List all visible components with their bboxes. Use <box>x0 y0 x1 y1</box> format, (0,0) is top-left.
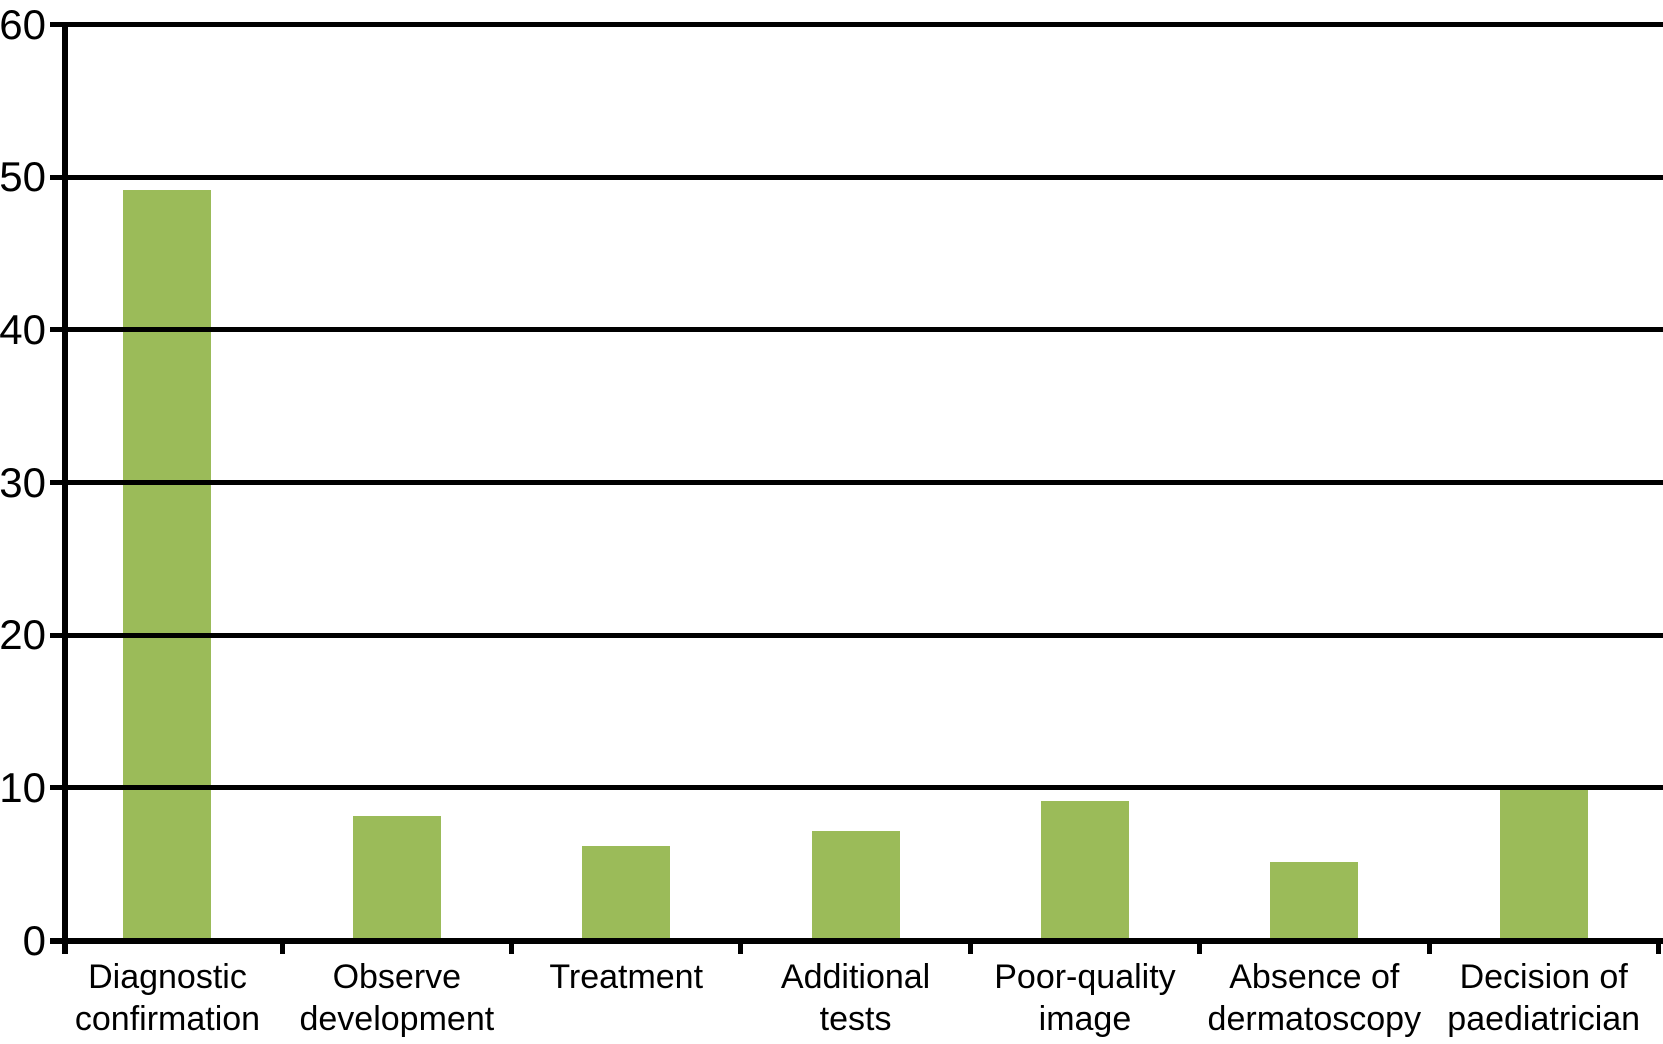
x-axis-tick <box>967 938 973 954</box>
x-axis-tick <box>1655 938 1661 954</box>
category-label: Treatment <box>549 958 704 996</box>
gridline <box>50 785 1663 791</box>
bar <box>811 831 900 938</box>
category-label: Poor-quality image <box>994 958 1176 1038</box>
y-axis-tick-label: 50 <box>0 153 46 201</box>
gridline <box>50 22 1663 27</box>
category-label: Decision of paediatrician <box>1447 958 1641 1038</box>
category-label: Absence of dermatoscopy <box>1207 958 1422 1038</box>
x-axis-line <box>50 938 1663 944</box>
gridline <box>50 174 1663 180</box>
x-axis-tick <box>509 938 515 954</box>
category-label: Diagnostic confirmation <box>74 958 261 1038</box>
bar <box>123 189 212 938</box>
bar <box>1040 800 1129 938</box>
x-axis-tick <box>1426 938 1432 954</box>
y-axis-tick-label: 0 <box>22 916 46 964</box>
y-axis-tick-label: 40 <box>0 305 46 353</box>
category-label: Observe development <box>299 958 495 1038</box>
bar <box>582 846 671 938</box>
x-axis-tick <box>738 938 744 954</box>
gridline <box>50 327 1663 333</box>
gridline <box>50 632 1663 638</box>
x-axis-tick <box>1197 938 1203 954</box>
gridline <box>50 480 1663 485</box>
category-label: Additional tests <box>780 958 931 1038</box>
y-axis-tick-label: 30 <box>0 458 46 506</box>
x-axis-tick <box>279 938 285 954</box>
bar <box>352 815 441 938</box>
bar <box>1270 861 1359 938</box>
y-axis-tick-label: 20 <box>0 611 46 659</box>
y-axis-tick-label: 10 <box>0 763 46 811</box>
y-axis-line <box>62 22 68 954</box>
y-axis-tick-label: 60 <box>0 0 46 48</box>
bar <box>1499 785 1588 938</box>
